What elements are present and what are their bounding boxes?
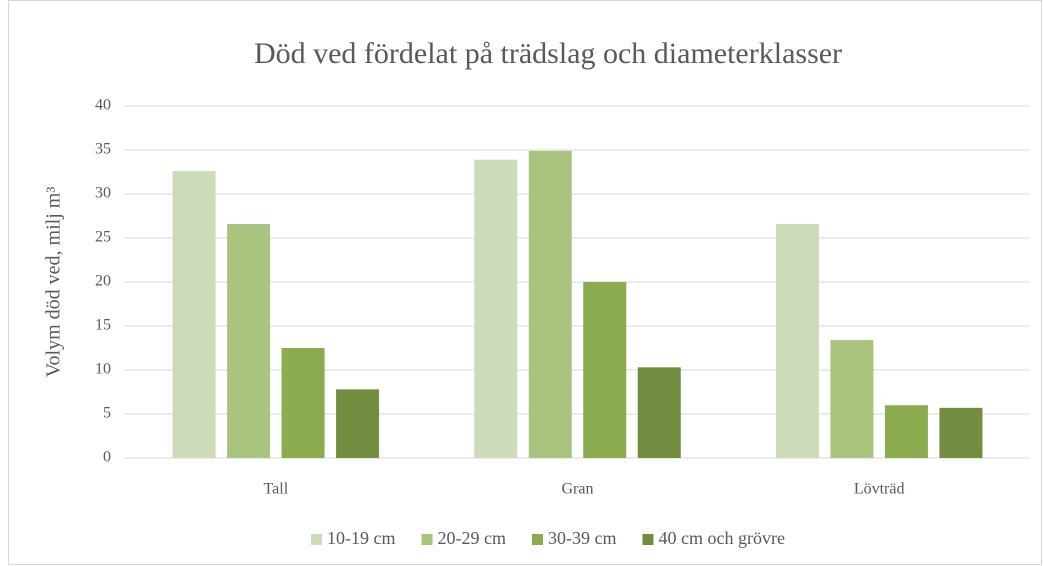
y-axis-label: Volym död ved, milj m³	[43, 187, 65, 378]
bar	[528, 150, 572, 458]
x-tick-label: Gran	[562, 481, 594, 498]
y-tick-label: 15	[95, 317, 111, 334]
chart-title: Död ved fördelat på trädslag och diamete…	[254, 37, 842, 70]
y-tick-label: 25	[95, 229, 111, 246]
bar	[637, 367, 681, 458]
bar	[775, 223, 819, 458]
legend-swatch	[642, 534, 654, 545]
legend-label: 10-19 cm	[327, 528, 395, 548]
y-tick-label: 40	[95, 97, 111, 114]
bar	[336, 389, 380, 458]
bar	[939, 407, 983, 458]
bar	[227, 223, 271, 458]
legend-item: 20-29 cm	[421, 528, 506, 548]
legend-swatch	[311, 534, 323, 545]
bar	[281, 348, 325, 458]
x-tick-label: Tall	[264, 481, 289, 498]
y-tick-label: 0	[103, 449, 111, 466]
bar	[583, 282, 627, 458]
bar	[884, 405, 928, 458]
legend-swatch	[421, 534, 433, 545]
legend-item: 40 cm och grövre	[642, 528, 785, 548]
y-tick-label: 35	[95, 141, 111, 158]
bar	[474, 159, 518, 458]
y-tick-label: 20	[95, 273, 111, 290]
y-tick-label: 5	[103, 405, 111, 422]
legend-label: 20-29 cm	[438, 528, 506, 548]
legend-item: 30-39 cm	[532, 528, 616, 548]
legend-label: 30-39 cm	[548, 528, 616, 548]
legend-label: 40 cm och grövre	[658, 528, 784, 548]
legend-swatch	[532, 534, 544, 545]
bar	[172, 171, 216, 458]
bar	[830, 340, 874, 458]
x-tick-label: Lövträd	[854, 481, 905, 498]
y-tick-label: 10	[95, 361, 111, 378]
y-tick-label: 30	[95, 185, 111, 202]
legend-item: 10-19 cm	[311, 528, 396, 548]
